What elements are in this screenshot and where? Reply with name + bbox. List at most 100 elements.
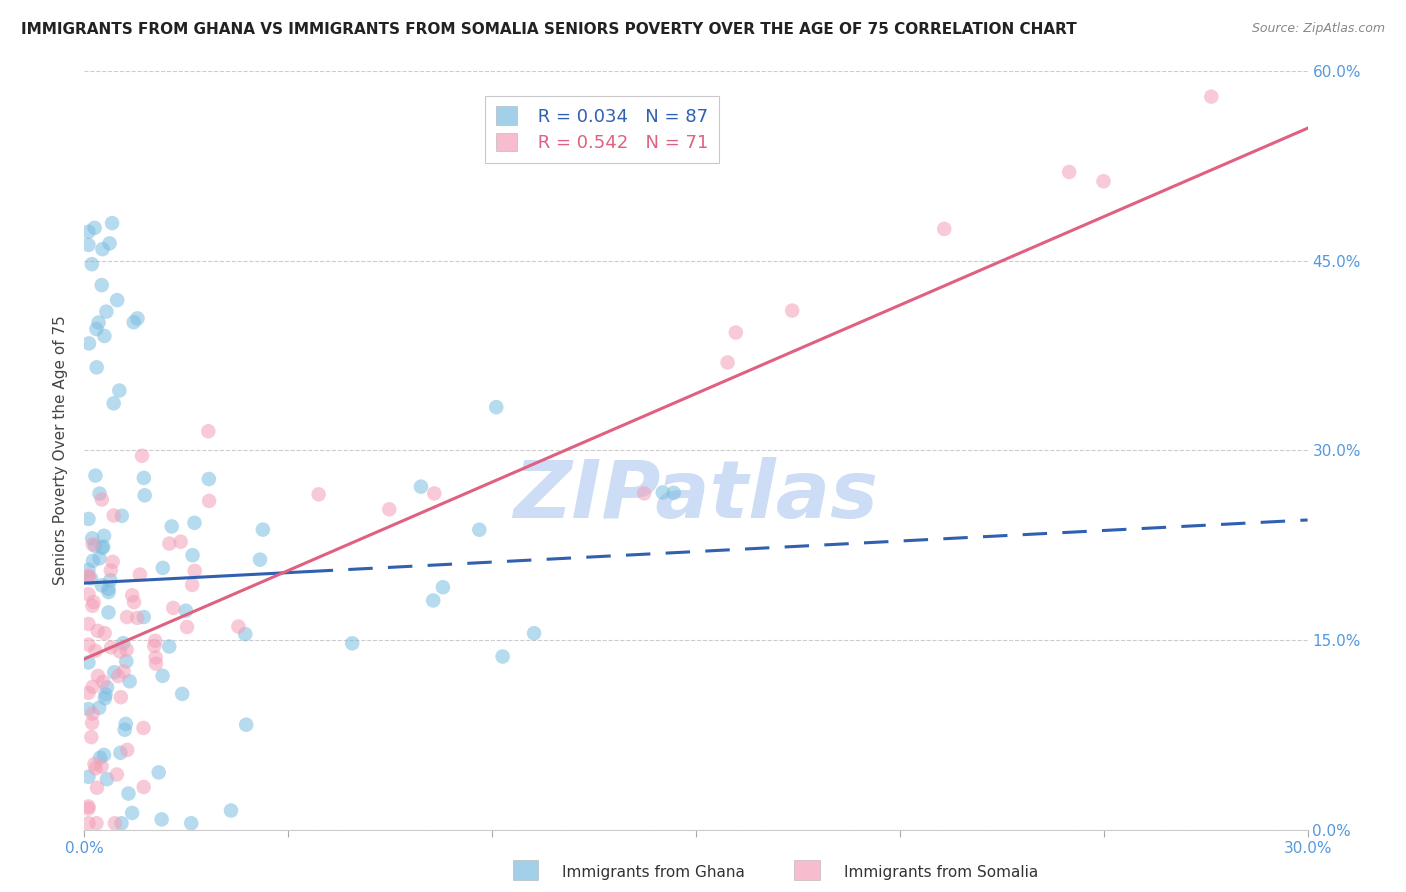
Point bbox=[77, 799, 100, 814]
Point bbox=[89, 486, 111, 500]
Point bbox=[523, 626, 546, 640]
Point bbox=[93, 747, 115, 762]
Point bbox=[198, 494, 221, 508]
Point bbox=[94, 688, 117, 702]
Point bbox=[340, 636, 363, 650]
Point bbox=[157, 536, 180, 550]
Point bbox=[77, 569, 100, 583]
Point bbox=[1201, 89, 1223, 103]
Point bbox=[77, 512, 100, 526]
Point bbox=[84, 644, 107, 658]
Point bbox=[115, 642, 138, 657]
Point bbox=[77, 770, 100, 784]
Text: Immigrants from Ghana: Immigrants from Ghana bbox=[562, 865, 745, 880]
Point bbox=[108, 384, 131, 398]
Point bbox=[90, 492, 112, 507]
Point bbox=[198, 472, 221, 486]
Text: ZIPatlas: ZIPatlas bbox=[513, 457, 879, 535]
Point bbox=[98, 573, 121, 587]
Point bbox=[662, 485, 685, 500]
Point bbox=[103, 665, 125, 680]
Point bbox=[90, 578, 112, 592]
Point bbox=[422, 593, 444, 607]
Point bbox=[233, 627, 256, 641]
Point bbox=[104, 816, 127, 830]
Point bbox=[219, 804, 242, 818]
Point bbox=[97, 582, 120, 596]
Point bbox=[89, 551, 111, 566]
Point bbox=[114, 723, 136, 737]
Point bbox=[86, 816, 108, 830]
Point bbox=[96, 772, 118, 786]
Point bbox=[83, 539, 105, 553]
Point bbox=[93, 329, 115, 343]
Point bbox=[934, 222, 956, 236]
Point bbox=[132, 471, 155, 485]
Point bbox=[77, 686, 100, 700]
Point bbox=[91, 674, 114, 689]
Point bbox=[110, 746, 132, 760]
Text: IMMIGRANTS FROM GHANA VS IMMIGRANTS FROM SOMALIA SENIORS POVERTY OVER THE AGE OF: IMMIGRANTS FROM GHANA VS IMMIGRANTS FROM… bbox=[21, 22, 1077, 37]
Point bbox=[86, 322, 108, 336]
Point bbox=[82, 715, 104, 730]
Point bbox=[80, 257, 103, 271]
Point bbox=[77, 638, 100, 652]
Point bbox=[84, 761, 107, 775]
Point bbox=[112, 636, 135, 650]
Point bbox=[105, 767, 128, 781]
Point bbox=[409, 480, 432, 494]
Point bbox=[724, 326, 747, 340]
Point bbox=[77, 656, 100, 670]
Point bbox=[716, 355, 738, 369]
Point bbox=[1092, 174, 1115, 188]
Text: Immigrants from Somalia: Immigrants from Somalia bbox=[844, 865, 1038, 880]
Point bbox=[252, 523, 274, 537]
Point bbox=[84, 468, 107, 483]
Point bbox=[80, 571, 103, 585]
Point bbox=[115, 610, 138, 624]
Point bbox=[132, 780, 155, 794]
Point bbox=[87, 669, 110, 683]
Point bbox=[183, 564, 205, 578]
Point bbox=[93, 529, 115, 543]
Point bbox=[308, 487, 330, 501]
Point bbox=[101, 216, 124, 230]
Point bbox=[121, 805, 143, 820]
Point bbox=[91, 541, 114, 555]
Point bbox=[145, 650, 167, 665]
Point bbox=[128, 567, 150, 582]
Point bbox=[423, 486, 446, 500]
Point bbox=[145, 657, 167, 671]
Point bbox=[90, 278, 112, 293]
Point bbox=[82, 680, 104, 694]
Point bbox=[105, 293, 128, 307]
Point bbox=[98, 236, 121, 251]
Point bbox=[82, 599, 104, 613]
Point bbox=[118, 674, 141, 689]
Point bbox=[89, 700, 111, 714]
Point bbox=[485, 400, 508, 414]
Point bbox=[91, 540, 114, 554]
Point bbox=[651, 485, 673, 500]
Point bbox=[100, 563, 122, 577]
Point bbox=[90, 759, 112, 773]
Point bbox=[131, 449, 153, 463]
Y-axis label: Seniors Poverty Over the Age of 75: Seniors Poverty Over the Age of 75 bbox=[53, 316, 69, 585]
Point bbox=[117, 743, 139, 757]
Point bbox=[96, 304, 118, 318]
Point bbox=[89, 751, 111, 765]
Point bbox=[152, 669, 174, 683]
Point bbox=[108, 644, 131, 658]
Point bbox=[82, 706, 104, 721]
Point bbox=[77, 702, 100, 716]
Point bbox=[112, 665, 135, 679]
Point bbox=[77, 569, 100, 583]
Point bbox=[110, 690, 132, 705]
Point bbox=[172, 687, 194, 701]
Point bbox=[77, 563, 100, 577]
Point bbox=[82, 537, 104, 551]
Point bbox=[181, 548, 204, 562]
Point bbox=[86, 780, 108, 795]
Point bbox=[180, 816, 202, 830]
Point bbox=[160, 519, 183, 533]
